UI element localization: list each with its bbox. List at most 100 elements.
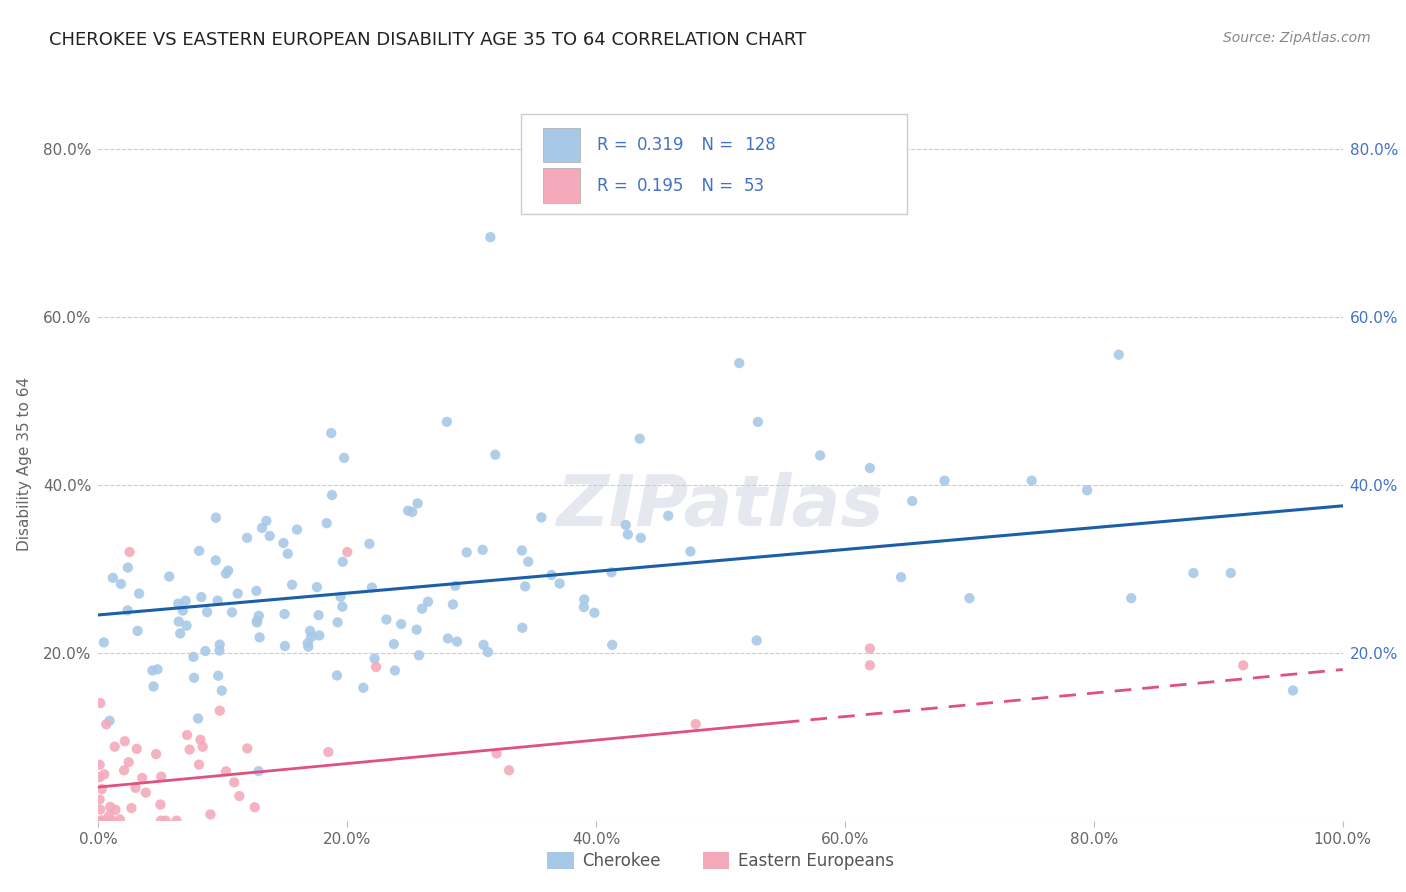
- Point: [277, 547, 299, 561]
- Point: [183, 671, 205, 685]
- Point: [176, 618, 198, 632]
- Point: [204, 553, 226, 567]
- Point: [315, 516, 337, 530]
- Point: [685, 717, 707, 731]
- Point: [401, 505, 423, 519]
- Point: [114, 734, 136, 748]
- Point: [91, 814, 114, 828]
- Point: [150, 814, 173, 828]
- Point: [728, 356, 751, 370]
- Point: [285, 523, 308, 537]
- Point: [221, 605, 243, 619]
- Point: [382, 637, 405, 651]
- Point: [498, 764, 520, 778]
- Point: [934, 474, 956, 488]
- Text: 0.319: 0.319: [637, 136, 685, 153]
- Text: 128: 128: [744, 136, 776, 153]
- Point: [890, 570, 912, 584]
- Point: [444, 579, 467, 593]
- Point: [484, 448, 506, 462]
- Point: [247, 608, 270, 623]
- Point: [226, 586, 249, 600]
- Point: [217, 564, 239, 578]
- Point: [361, 581, 384, 595]
- Point: [142, 680, 165, 694]
- Point: [190, 590, 212, 604]
- Point: [191, 739, 214, 754]
- Point: [572, 599, 595, 614]
- Point: [236, 531, 259, 545]
- Point: [329, 590, 352, 604]
- Point: [172, 604, 194, 618]
- Point: [305, 580, 328, 594]
- Point: [150, 770, 173, 784]
- Point: [224, 775, 246, 789]
- Point: [600, 566, 623, 580]
- Point: [859, 658, 882, 673]
- Point: [100, 814, 122, 828]
- Point: [96, 717, 118, 731]
- Text: R =: R =: [598, 177, 633, 194]
- Point: [211, 683, 233, 698]
- Point: [157, 569, 180, 583]
- Point: [583, 606, 606, 620]
- Point: [98, 800, 121, 814]
- Point: [176, 728, 198, 742]
- Point: [128, 586, 150, 600]
- Point: [205, 510, 228, 524]
- Point: [574, 592, 596, 607]
- Point: [155, 814, 177, 828]
- Point: [364, 660, 387, 674]
- Text: 0.195: 0.195: [637, 177, 685, 194]
- Point: [101, 571, 124, 585]
- Point: [208, 704, 231, 718]
- Point: [384, 664, 406, 678]
- Text: ZIPatlas: ZIPatlas: [557, 472, 884, 541]
- Point: [326, 668, 349, 682]
- FancyBboxPatch shape: [522, 114, 907, 214]
- Point: [1219, 566, 1241, 580]
- Point: [1121, 591, 1143, 606]
- Point: [104, 739, 127, 754]
- Point: [167, 597, 190, 611]
- Point: [747, 415, 769, 429]
- Point: [215, 566, 238, 581]
- Point: [1182, 566, 1205, 580]
- Point: [169, 626, 191, 640]
- Point: [477, 645, 499, 659]
- Point: [299, 624, 322, 638]
- Point: [352, 681, 374, 695]
- Point: [515, 579, 537, 593]
- Point: [188, 544, 211, 558]
- Point: [679, 544, 702, 558]
- Point: [104, 803, 127, 817]
- Point: [548, 576, 571, 591]
- Point: [408, 648, 430, 663]
- Point: [405, 623, 427, 637]
- Point: [91, 782, 114, 797]
- Point: [411, 601, 433, 615]
- Point: [207, 669, 229, 683]
- Point: [118, 545, 141, 559]
- Point: [117, 603, 139, 617]
- Point: [600, 638, 623, 652]
- Point: [959, 591, 981, 606]
- Point: [208, 638, 231, 652]
- Point: [247, 764, 270, 778]
- Point: [308, 628, 330, 642]
- Point: [530, 510, 553, 524]
- Point: [859, 461, 882, 475]
- Point: [396, 504, 419, 518]
- Point: [657, 508, 679, 523]
- Point: [98, 714, 121, 728]
- Point: [93, 767, 115, 781]
- Point: [363, 651, 385, 665]
- Text: 53: 53: [744, 177, 765, 194]
- Point: [617, 527, 640, 541]
- Point: [131, 771, 153, 785]
- Point: [91, 814, 114, 828]
- Point: [165, 814, 187, 828]
- Point: [745, 633, 768, 648]
- Point: [336, 545, 359, 559]
- Point: [273, 536, 295, 550]
